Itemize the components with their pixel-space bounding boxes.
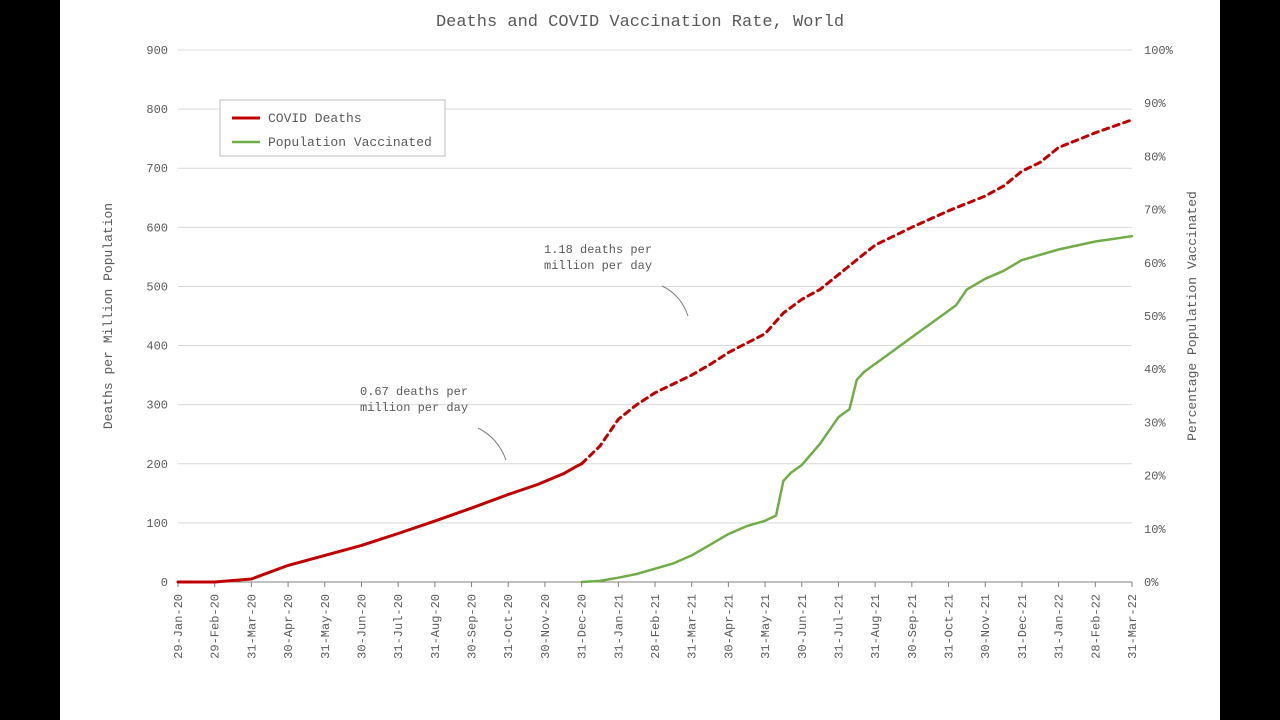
x-tick-label: 31-Dec-20 xyxy=(576,594,590,659)
y-right-tick-label: 50% xyxy=(1144,310,1166,324)
annotation-text: 0.67 deaths per xyxy=(360,385,468,399)
y-right-tick-label: 0% xyxy=(1144,576,1159,590)
y-left-tick-label: 900 xyxy=(146,44,168,58)
annotation-leader xyxy=(478,428,506,460)
annotation-text: million per day xyxy=(544,259,652,273)
y-left-tick-label: 100 xyxy=(146,517,168,531)
x-tick-label: 31-Jul-21 xyxy=(832,594,846,659)
x-tick-label: 30-Jun-21 xyxy=(796,594,810,659)
x-tick-label: 30-Apr-20 xyxy=(282,594,296,659)
x-tick-label: 28-Feb-22 xyxy=(1089,594,1103,659)
x-tick-label: 30-Sep-21 xyxy=(906,594,920,659)
y-left-tick-label: 200 xyxy=(146,458,168,472)
x-tick-label: 31-Aug-21 xyxy=(869,594,883,659)
x-tick-label: 31-Jan-22 xyxy=(1053,594,1067,659)
y-right-tick-label: 30% xyxy=(1144,416,1166,430)
legend-label: COVID Deaths xyxy=(268,111,362,126)
annotation-leader xyxy=(662,286,688,316)
x-tick-label: 31-Mar-22 xyxy=(1126,594,1140,659)
y-right-title: Percentage Population Vaccinated xyxy=(1185,191,1200,441)
x-tick-label: 31-May-20 xyxy=(319,594,333,659)
x-tick-label: 31-Aug-20 xyxy=(429,594,443,659)
y-right-tick-label: 40% xyxy=(1144,363,1166,377)
annotation: 1.18 deaths per million per day xyxy=(544,243,688,316)
legend-label: Population Vaccinated xyxy=(268,135,432,150)
y-left-tick-label: 300 xyxy=(146,399,168,413)
y-right-tick-label: 80% xyxy=(1144,150,1166,164)
y-right-tick-label: 20% xyxy=(1144,470,1166,484)
y-left-tick-label: 500 xyxy=(146,280,168,294)
x-tick-label: 30-Nov-21 xyxy=(979,594,993,659)
stage: Deaths and COVID Vaccination Rate, World… xyxy=(0,0,1280,720)
x-tick-label: 30-Sep-20 xyxy=(466,594,480,659)
y-left-tick-label: 400 xyxy=(146,340,168,354)
chart-title: Deaths and COVID Vaccination Rate, World xyxy=(436,13,844,32)
y-right-tick-label: 100% xyxy=(1144,44,1174,58)
y-left-tick-label: 600 xyxy=(146,221,168,235)
annotation-text: 1.18 deaths per xyxy=(544,243,652,257)
y-right-tick-label: 90% xyxy=(1144,97,1166,111)
x-tick-label: 29-Jan-20 xyxy=(172,594,186,659)
x-tick-label: 31-Mar-20 xyxy=(245,594,259,659)
chart-svg: Deaths and COVID Vaccination Rate, World… xyxy=(60,0,1220,720)
y-left-tick-label: 700 xyxy=(146,162,168,176)
x-tick-label: 31-Dec-21 xyxy=(1016,594,1030,659)
y-right-tick-label: 60% xyxy=(1144,257,1166,271)
series-vaccinated-line xyxy=(582,236,1132,582)
x-tick-label: 28-Feb-21 xyxy=(649,594,663,659)
y-left-title: Deaths per Million Population xyxy=(101,203,116,429)
annotation-text: million per day xyxy=(360,401,468,415)
series-deaths-line xyxy=(582,120,1132,464)
x-tick-label: 29-Feb-20 xyxy=(209,594,223,659)
x-tick-label: 31-May-21 xyxy=(759,594,773,659)
y-right-tick-label: 10% xyxy=(1144,523,1166,537)
annotation: 0.67 deaths per million per day xyxy=(360,385,506,460)
x-tick-label: 31-Jul-20 xyxy=(392,594,406,659)
x-tick-label: 31-Oct-21 xyxy=(943,594,957,659)
x-tick-label: 31-Oct-20 xyxy=(502,594,516,659)
x-tick-label: 31-Mar-21 xyxy=(686,594,700,659)
y-right-tick-label: 70% xyxy=(1144,204,1166,218)
x-tick-label: 30-Apr-21 xyxy=(722,594,736,659)
x-tick-label: 30-Jun-20 xyxy=(355,594,369,659)
x-tick-label: 31-Jan-21 xyxy=(612,594,626,659)
y-left-tick-label: 800 xyxy=(146,103,168,117)
y-left-tick-label: 0 xyxy=(161,576,168,590)
x-tick-label: 30-Nov-20 xyxy=(539,594,553,659)
chart-sheet: Deaths and COVID Vaccination Rate, World… xyxy=(60,0,1220,720)
